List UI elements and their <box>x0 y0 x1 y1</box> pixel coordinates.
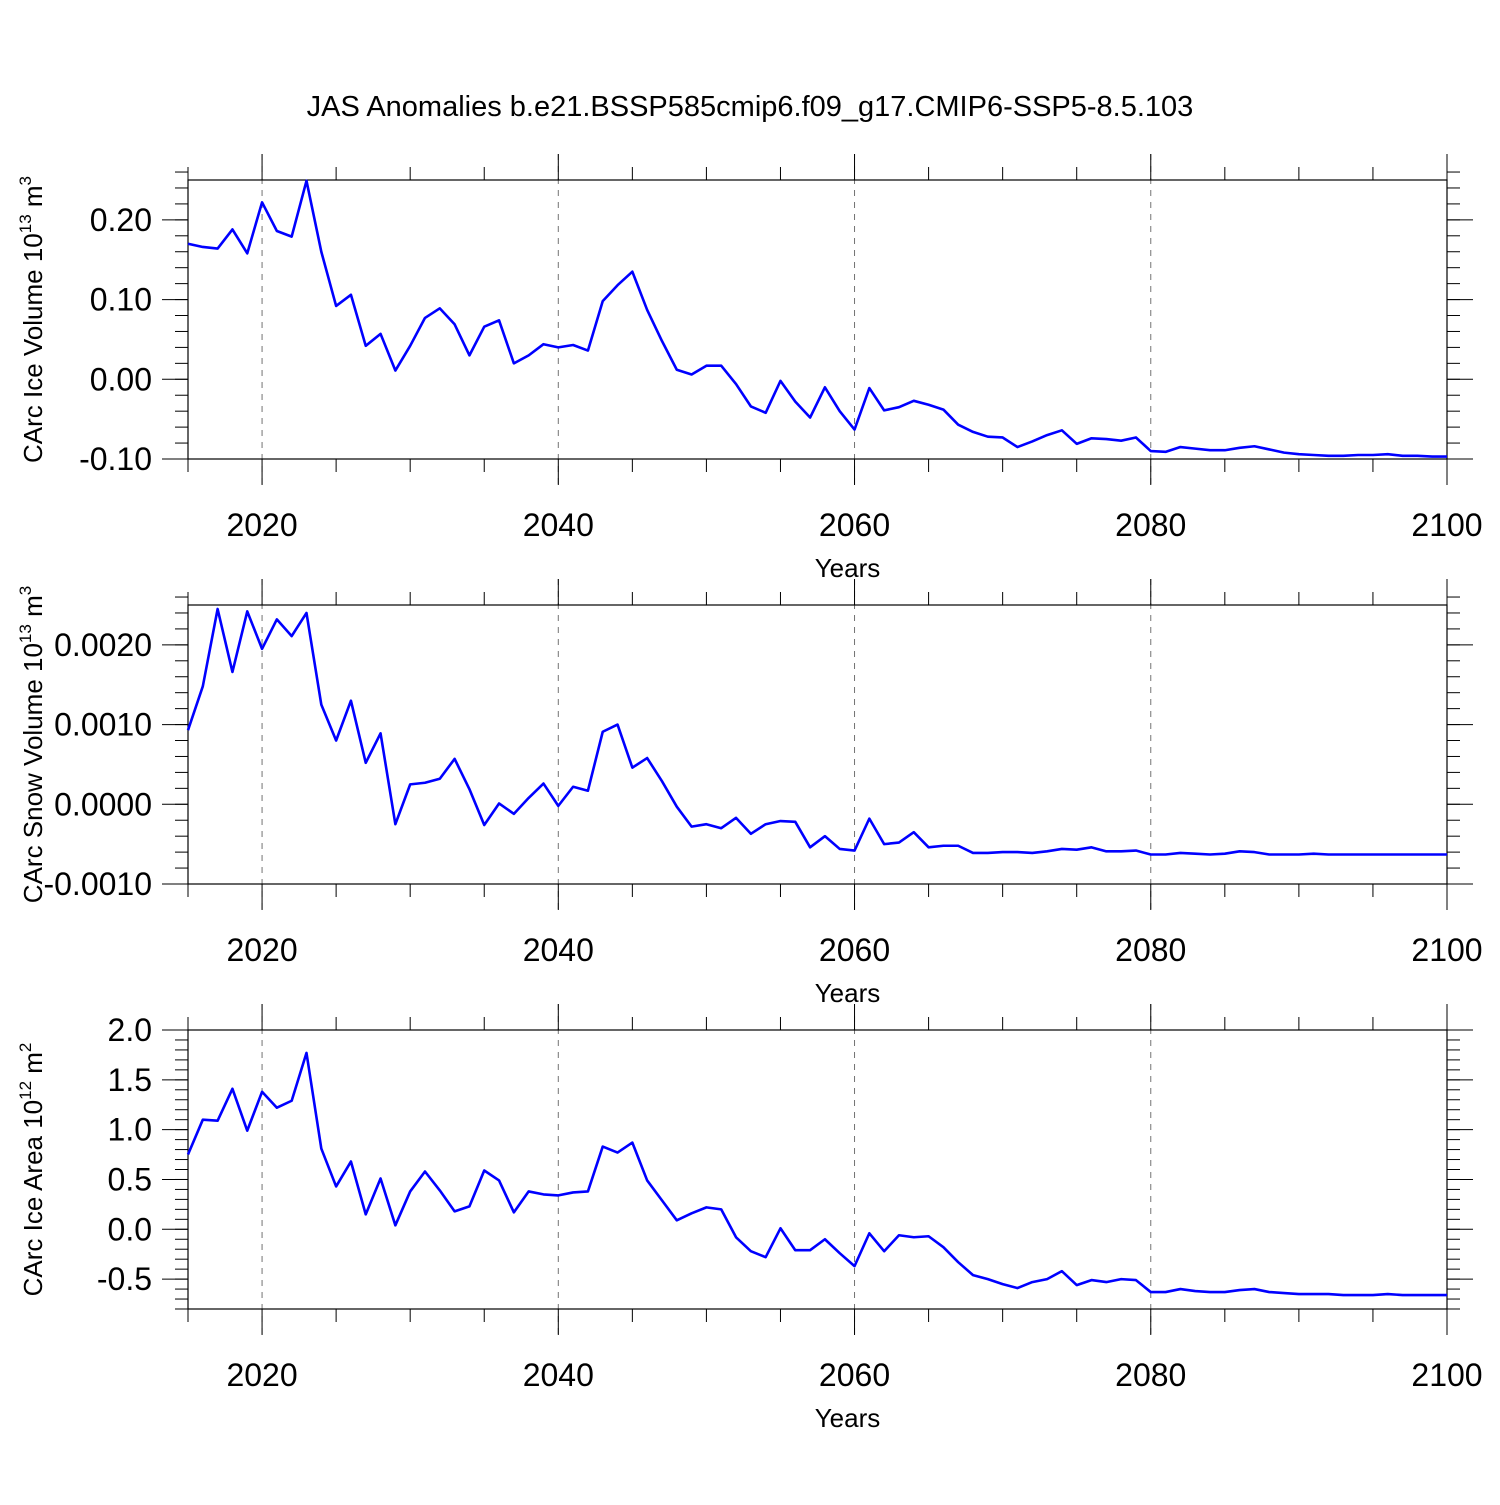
y-axis-title-text: CArc Snow Volume 10 <box>18 643 48 903</box>
plot-frame <box>187 1029 1448 1310</box>
y-axis-title-exponent: 13 <box>16 624 35 643</box>
series-line-ice-area <box>186 1051 1447 1297</box>
y-tick-label: -0.10 <box>79 441 152 477</box>
y-axis-title: CArc Snow Volume 1013 m3 <box>16 586 48 903</box>
y-axis-title-unit-exponent: 3 <box>16 586 35 595</box>
y-axis-title-unit: m <box>18 595 48 624</box>
plot-frame <box>187 179 1448 460</box>
y-axis-title-unit: m <box>18 185 48 214</box>
panel-snow-volume: -0.0010 0.0000 0.0010 0.0020 2020 2040 2060 208… <box>16 579 1483 1008</box>
y-tick-label: 1.5 <box>108 1062 152 1098</box>
x-tick-label: 2020 <box>226 932 297 968</box>
x-tick-label: 2040 <box>523 932 594 968</box>
x-tick-label: 2040 <box>523 1357 594 1393</box>
x-tick-label: 2060 <box>819 1357 890 1393</box>
y-axis-title: CArc Ice Area 1012 m2 <box>16 1043 48 1297</box>
series-line-snow-volume <box>186 607 1447 856</box>
x-tick-label: 2080 <box>1115 1357 1186 1393</box>
x-axis-title: Years <box>815 553 881 583</box>
y-axis-title-exponent: 13 <box>16 214 35 233</box>
y-tick-label: 0.0010 <box>54 707 152 743</box>
x-tick-label: 2060 <box>819 932 890 968</box>
y-axis-title-text: CArc Ice Volume 10 <box>18 233 48 463</box>
y-axis-title-unit-exponent: 2 <box>16 1043 35 1052</box>
x-tick-label: 2020 <box>226 1357 297 1393</box>
y-tick-label: 0.20 <box>90 202 152 238</box>
y-tick-label: 0.5 <box>108 1161 152 1197</box>
y-tick-label: 0.00 <box>90 361 152 397</box>
y-axis-title: CArc Ice Volume 1013 m3 <box>16 176 48 463</box>
y-tick-label: -0.0010 <box>43 866 152 902</box>
y-tick-label: -0.5 <box>97 1261 152 1297</box>
x-tick-label: 2100 <box>1411 507 1482 543</box>
x-axis-title: Years <box>815 978 881 1008</box>
x-tick-label: 2060 <box>819 507 890 543</box>
x-tick-label: 2040 <box>523 507 594 543</box>
x-tick-label: 2080 <box>1115 507 1186 543</box>
y-tick-label: 2.0 <box>108 1012 152 1048</box>
x-axis-title: Years <box>815 1403 881 1433</box>
plot-frame <box>187 604 1448 885</box>
y-axis-title-unit: m <box>18 1052 48 1081</box>
y-tick-label: 0.0 <box>108 1211 152 1247</box>
x-tick-label: 2080 <box>1115 932 1186 968</box>
chart-title: JAS Anomalies b.e21.BSSP585cmip6.f09_g17… <box>307 91 1194 123</box>
panel-ice-area: -0.5 0.0 0.5 1.0 1.5 2.0 2020 2040 2060 2080 2100 Y… <box>16 1004 1483 1433</box>
y-axis-title-text: CArc Ice Area 10 <box>18 1100 48 1297</box>
y-axis-title-exponent: 12 <box>16 1081 35 1100</box>
x-tick-label: 2020 <box>226 507 297 543</box>
y-axis-title-unit-exponent: 3 <box>16 176 35 185</box>
y-tick-label: 0.10 <box>90 282 152 318</box>
panel-ice-volume: -0.10 0.00 0.10 0.20 2020 2040 2060 2080 2100 Yea… <box>16 154 1483 583</box>
y-tick-label: 1.0 <box>108 1112 152 1148</box>
y-tick-label: 0.0020 <box>54 627 152 663</box>
y-tick-label: 0.0000 <box>54 786 152 822</box>
series-line-ice-volume <box>187 179 1447 458</box>
x-tick-label: 2100 <box>1411 932 1482 968</box>
x-tick-label: 2100 <box>1411 1357 1482 1393</box>
